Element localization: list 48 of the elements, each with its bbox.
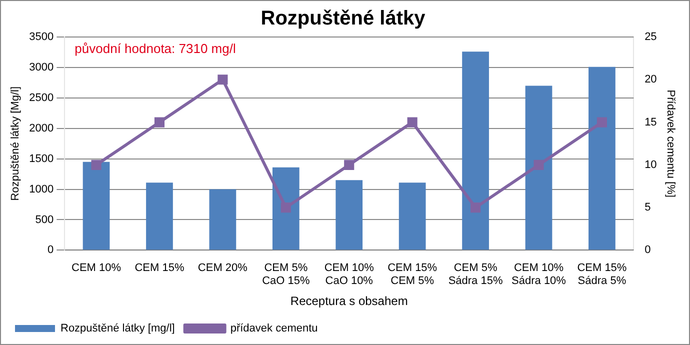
bar xyxy=(209,189,236,250)
x-axis-title: Receptura s obsahem xyxy=(290,294,408,308)
x-tick-label: CEM 5% Sádra 15% xyxy=(448,262,503,288)
x-tick-label: CEM 10% xyxy=(72,262,122,274)
bar xyxy=(462,52,489,250)
point xyxy=(534,160,544,170)
y2-tick-label: 25 xyxy=(644,31,657,44)
point xyxy=(218,74,228,85)
x-tick-label: CEM 15% Sádra 5% xyxy=(577,262,627,288)
y-tick-label: 1000 xyxy=(29,183,54,196)
point xyxy=(596,117,607,128)
legend-label: Rozpuštěné látky [mg/l] xyxy=(60,322,175,335)
x-tick-label: CEM 20% xyxy=(198,262,248,274)
y-axis-title: Rozpuštěné látky [Mg/l] xyxy=(10,86,22,201)
x-tick-label: CEM 10% CaO 10% xyxy=(324,262,374,288)
point xyxy=(280,202,291,213)
y-tick-label: 3000 xyxy=(29,61,54,74)
bar xyxy=(398,182,426,250)
y2-tick-label: 5 xyxy=(644,202,651,214)
y-tick-label: 2500 xyxy=(29,92,54,104)
bar xyxy=(336,180,363,250)
point xyxy=(91,160,102,170)
y2-tick-label: 20 xyxy=(644,74,657,86)
point xyxy=(154,117,165,128)
point xyxy=(407,117,418,128)
legend-label: přídavek cementu xyxy=(230,322,318,335)
chart-title: Rozpuštěné látky xyxy=(260,8,426,30)
y2-tick-label: 10 xyxy=(644,158,657,171)
y-tick-label: 0 xyxy=(48,244,54,256)
point xyxy=(344,160,354,170)
y2-axis-title: Přídavek cementu [%] xyxy=(664,90,676,198)
bar xyxy=(146,182,173,250)
y-tick-label: 2000 xyxy=(29,122,54,134)
y-tick-label: 1500 xyxy=(29,152,54,165)
bar xyxy=(272,167,300,250)
y-tick-label: 500 xyxy=(35,214,54,226)
point xyxy=(470,202,481,213)
y2-tick-label: 0 xyxy=(644,244,651,256)
y2-tick-label: 15 xyxy=(644,116,657,128)
bar xyxy=(82,162,110,250)
bar xyxy=(588,66,616,250)
bar xyxy=(525,86,552,250)
x-tick-label: CEM 15% CEM 5% xyxy=(388,262,438,288)
y-tick-label: 3500 xyxy=(29,31,54,44)
annotation: původní hodnota: 7310 mg/l xyxy=(74,41,236,56)
x-tick-label: CEM 10% Sádra 10% xyxy=(512,262,566,288)
x-tick-label: CEM 5% CaO 15% xyxy=(262,262,310,288)
x-tick-label: CEM 15% xyxy=(134,262,184,274)
